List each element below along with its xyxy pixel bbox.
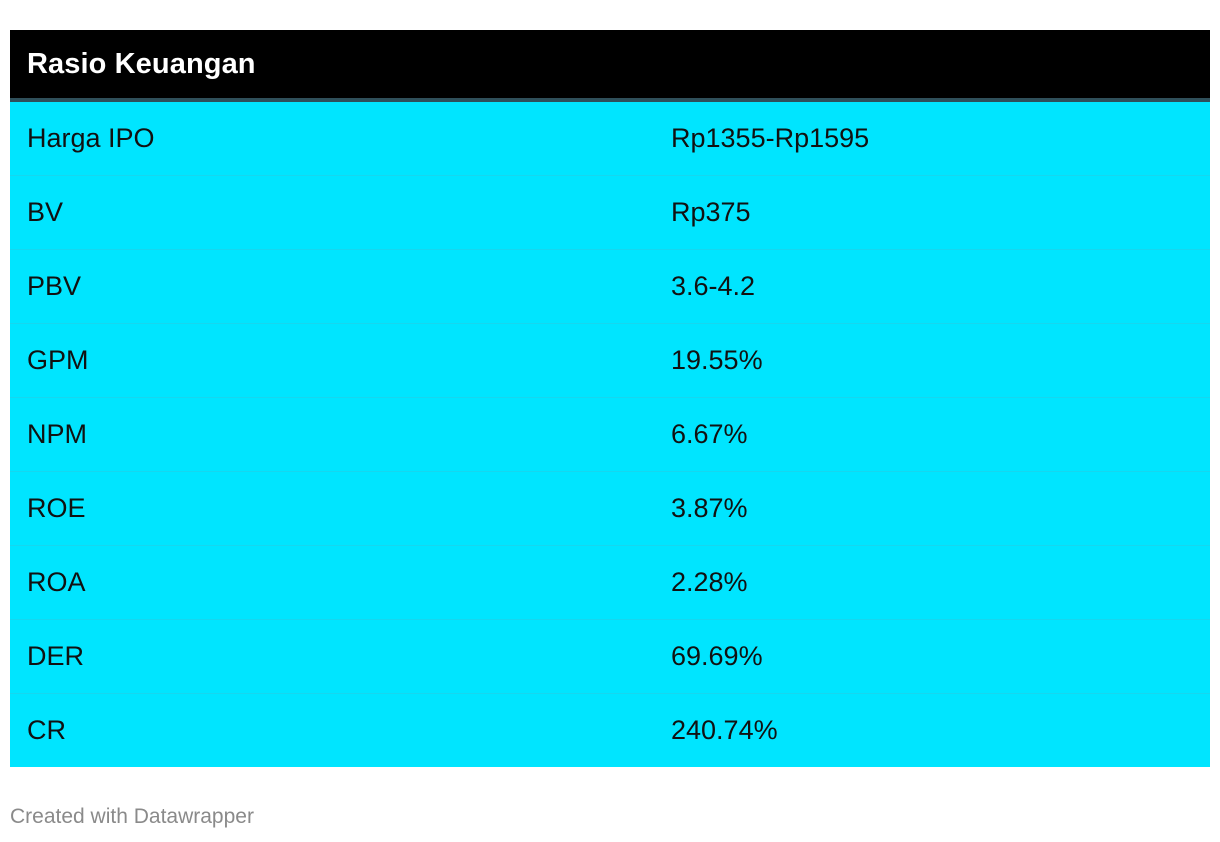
table-row: BV Rp375 <box>10 176 1210 250</box>
row-label: DER <box>27 641 85 671</box>
row-value: 19.55% <box>671 345 763 375</box>
row-value: 6.67% <box>671 419 748 449</box>
financial-ratio-table: Rasio Keuangan Harga IPO Rp1355-Rp1595 BV R… <box>10 30 1210 767</box>
row-label: CR <box>27 715 66 745</box>
table-header: Rasio Keuangan <box>10 30 1210 102</box>
table-body: Harga IPO Rp1355-Rp1595 BV Rp375 PBV 3.6-4.2 G… <box>10 102 1210 767</box>
table-row: CR 240.74% <box>10 694 1210 767</box>
row-label: GPM <box>27 345 89 375</box>
table-row: DER 69.69% <box>10 620 1210 694</box>
row-value: Rp375 <box>671 197 751 227</box>
row-label: ROE <box>27 493 86 523</box>
table-row: Harga IPO Rp1355-Rp1595 <box>10 102 1210 176</box>
table-row: ROA 2.28% <box>10 546 1210 620</box>
row-value: 240.74% <box>671 715 778 745</box>
row-value: 3.6-4.2 <box>671 271 756 301</box>
row-label: NPM <box>27 419 87 449</box>
row-value: 2.28% <box>671 567 748 597</box>
table-row: GPM 19.55% <box>10 324 1210 398</box>
row-value: 3.87% <box>671 493 748 523</box>
row-value: 69.69% <box>671 641 763 671</box>
row-label: ROA <box>27 567 86 597</box>
table-title: Rasio Keuangan <box>27 47 256 80</box>
footer-credit: Created with Datawrapper <box>10 805 254 828</box>
table-row: NPM 6.67% <box>10 398 1210 472</box>
row-label: Harga IPO <box>27 123 155 153</box>
table-row: PBV 3.6-4.2 <box>10 250 1210 324</box>
table-row: ROE 3.87% <box>10 472 1210 546</box>
row-label: PBV <box>27 271 82 301</box>
row-value: Rp1355-Rp1595 <box>671 123 870 153</box>
row-label: BV <box>27 197 64 227</box>
